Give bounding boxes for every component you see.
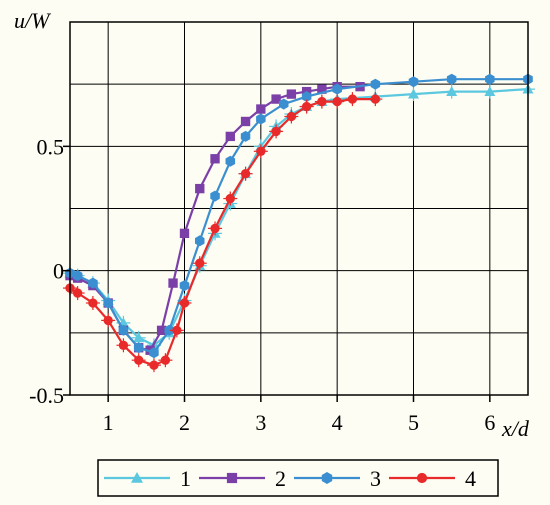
- legend-item-4: 4: [389, 466, 476, 491]
- data-point: [225, 131, 235, 142]
- data-point: [256, 113, 266, 125]
- data-point: [484, 86, 496, 97]
- ticks: [63, 145, 491, 402]
- data-point: [286, 89, 297, 99]
- series-line: [69, 78, 528, 354]
- series-line: [69, 88, 529, 347]
- x-tick-label: 4: [332, 410, 343, 435]
- data-point: [271, 94, 281, 104]
- series-1: [63, 82, 535, 353]
- data-point: [195, 183, 205, 194]
- series-3: [65, 73, 533, 359]
- legend-label: 1: [180, 466, 191, 491]
- data-point: [103, 297, 113, 309]
- data-point: [133, 342, 144, 354]
- legend-label: 3: [370, 466, 381, 491]
- data-point: [149, 360, 159, 370]
- y-axis-title: u/W: [14, 8, 51, 33]
- data-point: [156, 325, 167, 336]
- legend-item-2: 2: [199, 466, 286, 491]
- data-point: [168, 278, 178, 288]
- data-point: [72, 288, 83, 298]
- data-point: [160, 355, 171, 365]
- data-point: [195, 235, 205, 247]
- x-tick-label: 1: [103, 410, 114, 435]
- data-point: [179, 228, 190, 239]
- data-point: [179, 298, 190, 308]
- data-point: [408, 76, 419, 88]
- x-tick-label: 6: [484, 410, 495, 435]
- data-point: [446, 86, 458, 97]
- data-point: [149, 347, 159, 359]
- data-point: [408, 88, 419, 99]
- data-point: [88, 298, 98, 308]
- data-point: [225, 193, 235, 204]
- data-point: [225, 155, 236, 167]
- legend-marker: [131, 472, 143, 483]
- legend-marker: [226, 472, 238, 484]
- legend-items: 1 2 3 4: [104, 466, 476, 491]
- plot-frame: [69, 21, 529, 396]
- data-point: [118, 340, 129, 350]
- y-tick-label: -0.5: [29, 383, 64, 408]
- data-point: [240, 116, 251, 127]
- data-point: [485, 73, 495, 85]
- legend-marker: [321, 472, 333, 484]
- x-tick-label: 3: [255, 410, 266, 435]
- data-point: [133, 332, 145, 343]
- data-point: [370, 94, 381, 104]
- data-point: [118, 324, 129, 336]
- data-point: [210, 190, 220, 202]
- data-point: [195, 258, 205, 268]
- legend-item-1: 1: [104, 466, 191, 491]
- legend-item-3: 3: [294, 466, 381, 491]
- data-point: [210, 154, 220, 164]
- data-point: [317, 96, 327, 107]
- data-point: [279, 98, 289, 110]
- data-point: [179, 280, 190, 292]
- x-tick-label: 5: [408, 410, 419, 435]
- data-point: [317, 84, 327, 94]
- x-tick-label: 2: [179, 410, 190, 435]
- legend: 1 2 3 4: [97, 459, 499, 497]
- data-point: [286, 111, 297, 122]
- data-point: [256, 104, 266, 114]
- legend-label: 2: [275, 466, 286, 491]
- data-point: [103, 315, 113, 326]
- data-point: [301, 101, 312, 112]
- data-point: [210, 223, 220, 234]
- y-tick-label: 0: [53, 259, 64, 284]
- data-point: [134, 355, 144, 365]
- tick-labels: 1 2 3 4 5 6 -0.5 0 0.5: [29, 134, 495, 435]
- data-point: [240, 130, 251, 142]
- data-point: [72, 270, 83, 282]
- data-point: [370, 78, 381, 90]
- y-tick-label: 0.5: [37, 134, 65, 159]
- series-line: [69, 98, 376, 367]
- legend-marker: [416, 472, 428, 484]
- data-point: [271, 126, 281, 137]
- data-point: [240, 169, 251, 179]
- data-point: [172, 325, 182, 336]
- series-layer: [63, 73, 535, 373]
- series-4: [63, 92, 383, 373]
- legend-label: 4: [465, 466, 476, 491]
- data-point: [301, 91, 312, 103]
- data-point: [347, 94, 358, 104]
- data-point: [446, 73, 457, 85]
- data-point: [332, 83, 342, 95]
- data-point: [332, 96, 342, 107]
- x-axis-title: x/d: [501, 416, 530, 441]
- series-2: [65, 81, 365, 355]
- data-point: [256, 146, 266, 156]
- data-point: [88, 277, 98, 289]
- data-point: [164, 324, 174, 336]
